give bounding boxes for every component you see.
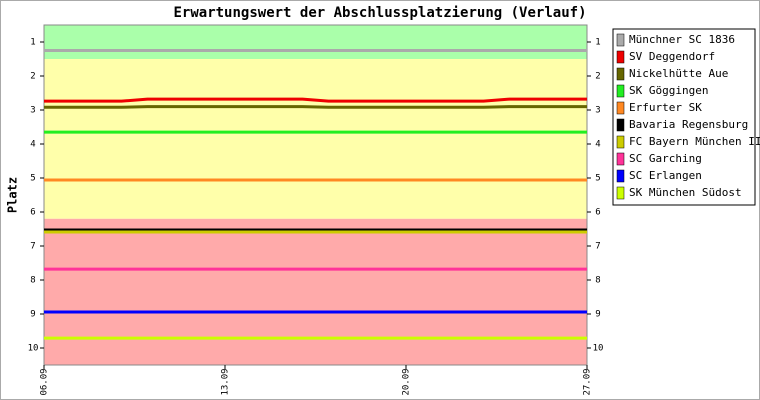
legend-label: Bavaria Regensburg [629, 118, 748, 131]
legend-box [612, 28, 756, 206]
x-tick-label: 13.09 [221, 368, 231, 395]
legend-label: SC Erlangen [629, 169, 702, 182]
chart-title: Erwartungswert der Abschlussplatzierung … [173, 5, 586, 21]
series-line [44, 105, 587, 109]
legend-swatch [616, 101, 625, 115]
y-tick-label: 1 [595, 38, 600, 48]
x-tick-label: 27.09 [583, 368, 593, 395]
y-tick-label: 6 [595, 208, 600, 218]
legend-swatch [616, 118, 625, 132]
legend-swatch [616, 84, 625, 98]
y-tick-label: 9 [30, 310, 35, 320]
y-tick-label: 7 [595, 242, 600, 252]
y-tick-label: 3 [595, 106, 600, 116]
y-tick-label: 5 [595, 174, 600, 184]
x-tick-label: 20.09 [402, 368, 412, 395]
legend-swatch [616, 67, 625, 81]
y-tick-label: 10 [593, 344, 604, 354]
legend-swatch [616, 169, 625, 183]
legend-label: FC Bayern München II [629, 135, 760, 148]
y-tick-label: 7 [30, 242, 35, 252]
y-tick-label: 9 [595, 310, 600, 320]
y-tick-label: 10 [28, 344, 39, 354]
legend-label: Münchner SC 1836 [629, 33, 735, 46]
legend-label: Erfurter SK [629, 101, 702, 114]
x-tick-label: 06.09 [40, 368, 50, 395]
y-tick-label: 1 [30, 38, 35, 48]
y-axis-label: Platz [6, 177, 20, 213]
y-tick-label: 5 [30, 174, 35, 184]
legend-swatch [616, 152, 625, 166]
legend-swatch [616, 50, 625, 64]
legend-label: Nickelhütte Aue [629, 67, 728, 80]
y-tick-label: 6 [30, 208, 35, 218]
plot-border [43, 24, 588, 366]
legend-swatch [616, 186, 625, 200]
y-tick-label: 2 [30, 72, 35, 82]
band [44, 218, 587, 365]
y-tick-label: 4 [595, 140, 600, 150]
band [44, 59, 587, 219]
series-line [44, 97, 587, 103]
legend-label: SK Göggingen [629, 84, 708, 97]
legend-label: SK München Südost [629, 186, 742, 199]
legend-label: SC Garching [629, 152, 702, 165]
y-tick-label: 8 [595, 276, 600, 286]
legend-label: SV Deggendorf [629, 50, 715, 63]
legend-swatch [616, 135, 625, 149]
legend-swatch [616, 33, 625, 47]
y-tick-label: 4 [30, 140, 35, 150]
band [44, 25, 587, 59]
y-tick-label: 8 [30, 276, 35, 286]
y-tick-label: 3 [30, 106, 35, 116]
y-tick-label: 2 [595, 72, 600, 82]
